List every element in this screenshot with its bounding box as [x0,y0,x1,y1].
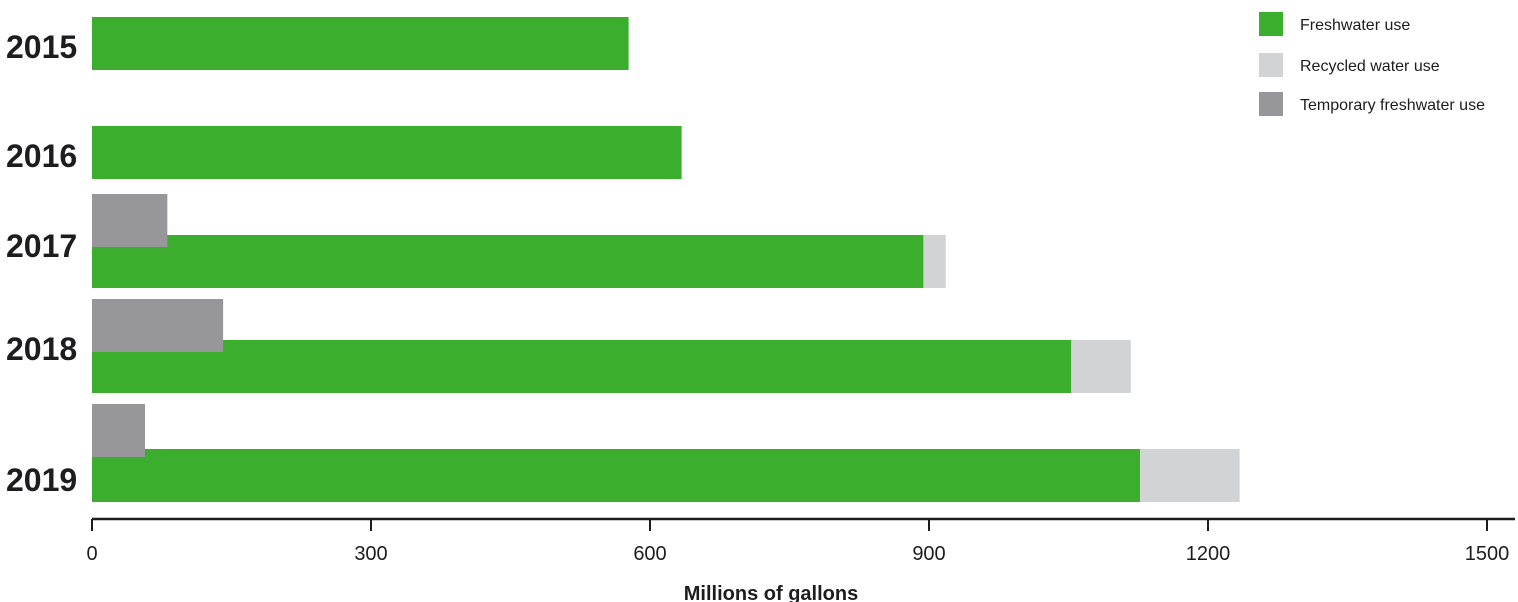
year-label-2017: 2017 [6,228,77,264]
bar-recycled-2019 [1140,449,1240,502]
x-tick-label: 1200 [1186,543,1231,565]
x-tick-label: 900 [912,543,945,565]
bar-temporary-2019 [92,404,146,457]
legend: Freshwater use Recycled water use Temporar… [1259,12,1485,116]
bar-temporary-2017 [92,194,168,247]
legend-label: Freshwater use [1300,17,1410,34]
x-tick-label: 300 [354,543,387,565]
x-axis-title: Millions of gallons [684,583,858,602]
bar-freshwater-2015 [92,17,629,70]
x-tick-label: 1500 [1465,543,1510,565]
bar-recycled-2018 [1071,340,1131,393]
x-axis-ticks: 0 300 600 900 1200 1500 [86,519,1509,565]
legend-label: Temporary freshwater use [1300,97,1485,114]
x-axis: 0 300 600 900 1200 1500 Millions of gallons [86,517,1515,602]
year-label-2019: 2019 [6,462,77,498]
bar-freshwater-2017 [92,235,924,288]
bar-recycled-2017 [923,235,946,288]
legend-label: Recycled water use [1300,58,1440,75]
x-tick-label: 0 [86,543,97,565]
bar-temporary-2018 [92,299,224,352]
bar-freshwater-2019 [92,449,1141,502]
year-label-2016: 2016 [6,138,77,174]
year-label-2018: 2018 [6,331,77,367]
year-label-2015: 2015 [6,29,77,65]
bar-freshwater-2018 [92,340,1072,393]
legend-swatch [1259,92,1283,116]
x-tick-label: 600 [633,543,666,565]
year-labels: 2015 2016 2017 2018 2019 [6,29,77,498]
legend-swatch [1259,12,1283,36]
bars-group [92,17,1240,502]
bar-freshwater-2016 [92,126,682,179]
legend-swatch [1259,53,1283,77]
